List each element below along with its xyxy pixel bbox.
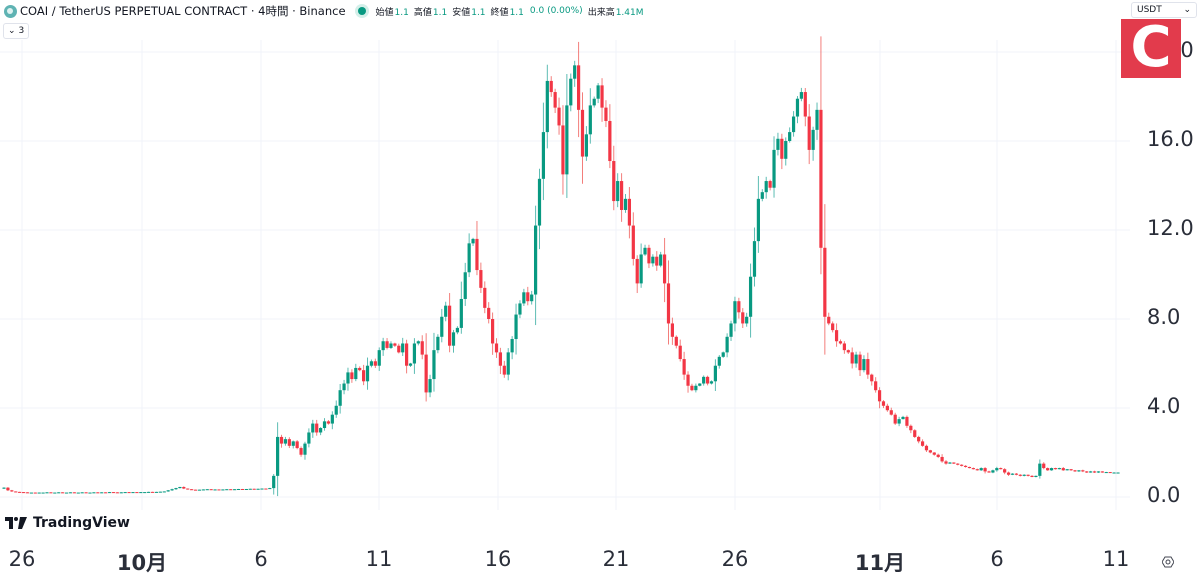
time-tick-label: 6 (254, 547, 268, 571)
coin-logo-icon (4, 4, 17, 18)
price-tick-label: 4.0 (1147, 394, 1181, 418)
chevron-down-icon: ⌄ (8, 26, 16, 36)
high-value: 高値1.1 (413, 7, 448, 18)
market-status-icon (357, 7, 366, 15)
symbol-title[interactable]: COAI / TetherUS PERPETUAL CONTRACT · 4時間… (20, 4, 346, 18)
time-tick-label: 11 (365, 547, 393, 571)
close-value: 終値1.1 (490, 7, 524, 18)
time-tick-label: 11月 (854, 551, 906, 575)
currency-selector[interactable]: USDT ⌄ (1131, 2, 1197, 18)
chevron-down-icon: ⌄ (1183, 5, 1191, 15)
time-tick-label: 11 (1102, 547, 1130, 571)
brand-badge: C (1121, 19, 1181, 78)
price-tick-label: 12.0 (1147, 216, 1194, 240)
ohlc-legend: 始値1.1 高値1.1 安値1.1 終値1.1 0.0 (0.00%) 出来高1… (376, 5, 644, 18)
volume-value: 出来高1.41M (587, 7, 644, 18)
chart-header: COAI / TetherUS PERPETUAL CONTRACT · 4時間… (4, 2, 644, 20)
price-tick-label: 0.0 (1147, 483, 1181, 507)
price-tick-label: 8.0 (1147, 305, 1181, 329)
time-tick-label: 10月 (116, 551, 168, 575)
watermark-text: TradingView (33, 515, 130, 531)
time-tick-label: 16 (484, 547, 512, 571)
candlestick-series (2, 36, 1120, 497)
change-value: 0.0 (0.00%) (529, 6, 583, 16)
open-value: 始値1.1 (375, 7, 409, 18)
time-tick-label: 26 (8, 547, 36, 571)
brand-letter: C (1130, 14, 1172, 80)
settings-icon[interactable] (1162, 556, 1174, 568)
currency-value: USDT (1137, 5, 1162, 15)
indicators-collapse-button[interactable]: ⌄ 3 (3, 23, 30, 39)
time-tick-label: 6 (990, 547, 1004, 571)
tradingview-logo-icon (5, 517, 27, 529)
indicator-count: 3 (18, 26, 25, 36)
low-value: 安値1.1 (452, 7, 486, 18)
time-tick-label: 26 (721, 547, 749, 571)
price-tick-label: 16.0 (1147, 127, 1194, 151)
chart-grid (0, 40, 1130, 510)
tradingview-watermark[interactable]: TradingView (5, 515, 130, 531)
time-tick-label: 21 (602, 547, 630, 571)
